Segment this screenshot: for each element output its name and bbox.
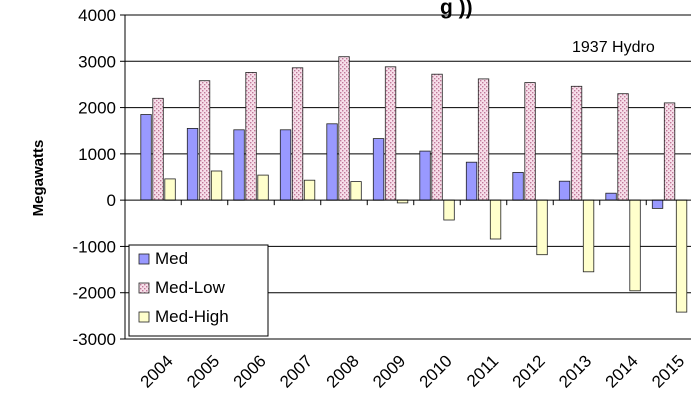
bar-med-high-2015 bbox=[675, 199, 688, 313]
x-tick-label: 2012 bbox=[509, 351, 549, 391]
legend-swatch-med-low bbox=[138, 282, 150, 294]
legend-label-med-high: Med-High bbox=[155, 307, 229, 326]
x-tick-label: 2006 bbox=[230, 351, 270, 391]
legend-box bbox=[128, 244, 269, 337]
x-tick-label: 2013 bbox=[555, 351, 595, 391]
bar-med-high-2005 bbox=[210, 170, 223, 201]
x-tick-label: 2007 bbox=[276, 351, 316, 391]
y-tick-labels: -3000 -2000 -1000 0 1000 2000 3000 4000 bbox=[73, 6, 116, 349]
bar-med-low-2004 bbox=[152, 97, 164, 201]
bar-med-high-2006 bbox=[257, 174, 269, 201]
y-axis-label: Megawatts bbox=[30, 140, 47, 217]
bar-med-high-2013 bbox=[582, 199, 595, 273]
bar-med-2009 bbox=[372, 138, 385, 201]
bar-med-2008 bbox=[326, 123, 338, 201]
bar-med-low-2011 bbox=[477, 78, 490, 201]
x-tick-label: 2005 bbox=[183, 351, 223, 391]
x-tick-label: 2004 bbox=[137, 351, 177, 391]
bar-med-high-2012 bbox=[536, 199, 548, 256]
x-tick-label: 2011 bbox=[463, 351, 502, 390]
bar-med-2004 bbox=[140, 114, 152, 201]
y-tick-label: -2000 bbox=[73, 284, 116, 303]
y-tick-label: 4000 bbox=[78, 6, 116, 25]
bar-med-high-2004 bbox=[164, 178, 176, 201]
bar-med-low-2013 bbox=[570, 85, 583, 201]
legend-swatch-med-high bbox=[138, 311, 150, 323]
y-tick-label: 2000 bbox=[78, 99, 116, 118]
bar-med-high-2011 bbox=[489, 199, 502, 240]
y-tick-label: -1000 bbox=[73, 237, 116, 256]
legend: Med Med-Low Med-High bbox=[128, 244, 269, 337]
title-fragment: g )) bbox=[440, 0, 473, 19]
legend-label-med-low: Med-Low bbox=[155, 278, 226, 297]
bar-med-low-2008 bbox=[338, 56, 350, 201]
bar-med-high-2014 bbox=[629, 199, 641, 292]
bar-med-high-2007 bbox=[303, 179, 316, 201]
bar-med-2011 bbox=[465, 161, 478, 201]
y-tick-label: -3000 bbox=[73, 330, 116, 349]
bar-med-high-2010 bbox=[443, 199, 455, 221]
bar-med-low-2007 bbox=[291, 67, 304, 201]
bar-med-low-2012 bbox=[524, 82, 536, 201]
bar-med-2010 bbox=[419, 150, 431, 201]
y-tick-label: 3000 bbox=[78, 52, 116, 71]
x-tick-label: 2009 bbox=[369, 351, 409, 391]
bar-med-low-2009 bbox=[384, 66, 397, 201]
bar-med-high-2008 bbox=[350, 181, 362, 201]
bar-med-2005 bbox=[186, 127, 199, 201]
x-tick-label: 2015 bbox=[648, 351, 688, 391]
legend-swatch-med bbox=[138, 253, 150, 265]
bar-med-2007 bbox=[279, 129, 292, 201]
bar-med-low-2010 bbox=[431, 73, 443, 201]
bar-med-2006 bbox=[233, 129, 245, 201]
bar-med-2012 bbox=[512, 171, 524, 201]
bar-med-low-2006 bbox=[245, 72, 257, 201]
bar-med-2013 bbox=[558, 180, 571, 201]
x-tick-labels: 2004 2005 2006 2007 2008 2009 2010 2011 2012 2013… bbox=[137, 351, 689, 391]
legend-label-med: Med bbox=[155, 249, 188, 268]
bar-med-2014 bbox=[605, 192, 617, 201]
x-tick-label: 2008 bbox=[323, 351, 363, 391]
x-tick-label: 2010 bbox=[416, 351, 456, 391]
bar-med-low-2015 bbox=[663, 102, 676, 201]
bar-med-low-2005 bbox=[198, 80, 211, 201]
axes bbox=[124, 15, 691, 339]
y-tick-label: 1000 bbox=[78, 145, 116, 164]
y-tick-label: 0 bbox=[107, 191, 116, 210]
bar-med-low-2014 bbox=[617, 93, 629, 201]
bar-med-2015 bbox=[651, 199, 664, 209]
x-tick-label: 2014 bbox=[602, 351, 642, 391]
annotation-1937-hydro: 1937 Hydro bbox=[572, 39, 655, 56]
